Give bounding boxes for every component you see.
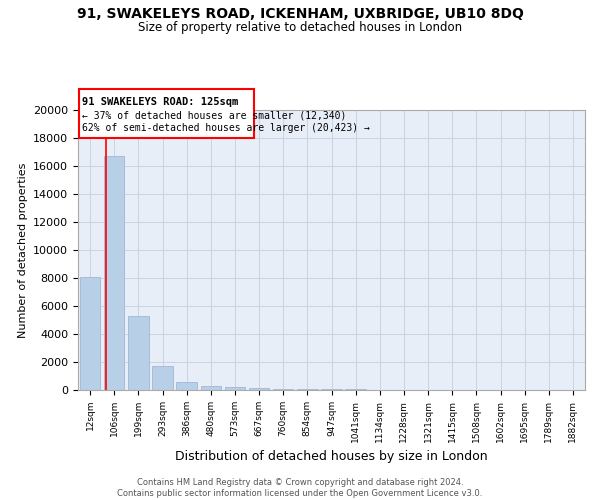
Bar: [224, 388, 245, 390]
Bar: [152, 366, 173, 390]
Bar: [297, 389, 317, 390]
Bar: [249, 388, 269, 390]
Text: 62% of semi-detached houses are larger (20,423) →: 62% of semi-detached houses are larger (…: [82, 122, 370, 132]
Text: Contains HM Land Registry data © Crown copyright and database right 2024.
Contai: Contains HM Land Registry data © Crown c…: [118, 478, 482, 498]
Y-axis label: Number of detached properties: Number of detached properties: [17, 162, 28, 338]
FancyBboxPatch shape: [79, 89, 254, 138]
Text: 91, SWAKELEYS ROAD, ICKENHAM, UXBRIDGE, UB10 8DQ: 91, SWAKELEYS ROAD, ICKENHAM, UXBRIDGE, …: [77, 8, 523, 22]
Bar: [200, 386, 221, 390]
Bar: [176, 382, 197, 390]
Bar: [104, 156, 124, 390]
Bar: [321, 389, 342, 390]
X-axis label: Distribution of detached houses by size in London: Distribution of detached houses by size …: [175, 450, 488, 463]
Text: ← 37% of detached houses are smaller (12,340): ← 37% of detached houses are smaller (12…: [82, 110, 346, 120]
Bar: [128, 316, 149, 390]
Text: Size of property relative to detached houses in London: Size of property relative to detached ho…: [138, 21, 462, 34]
Text: 91 SWAKELEYS ROAD: 125sqm: 91 SWAKELEYS ROAD: 125sqm: [82, 98, 238, 108]
Bar: [80, 276, 100, 390]
Bar: [273, 388, 293, 390]
